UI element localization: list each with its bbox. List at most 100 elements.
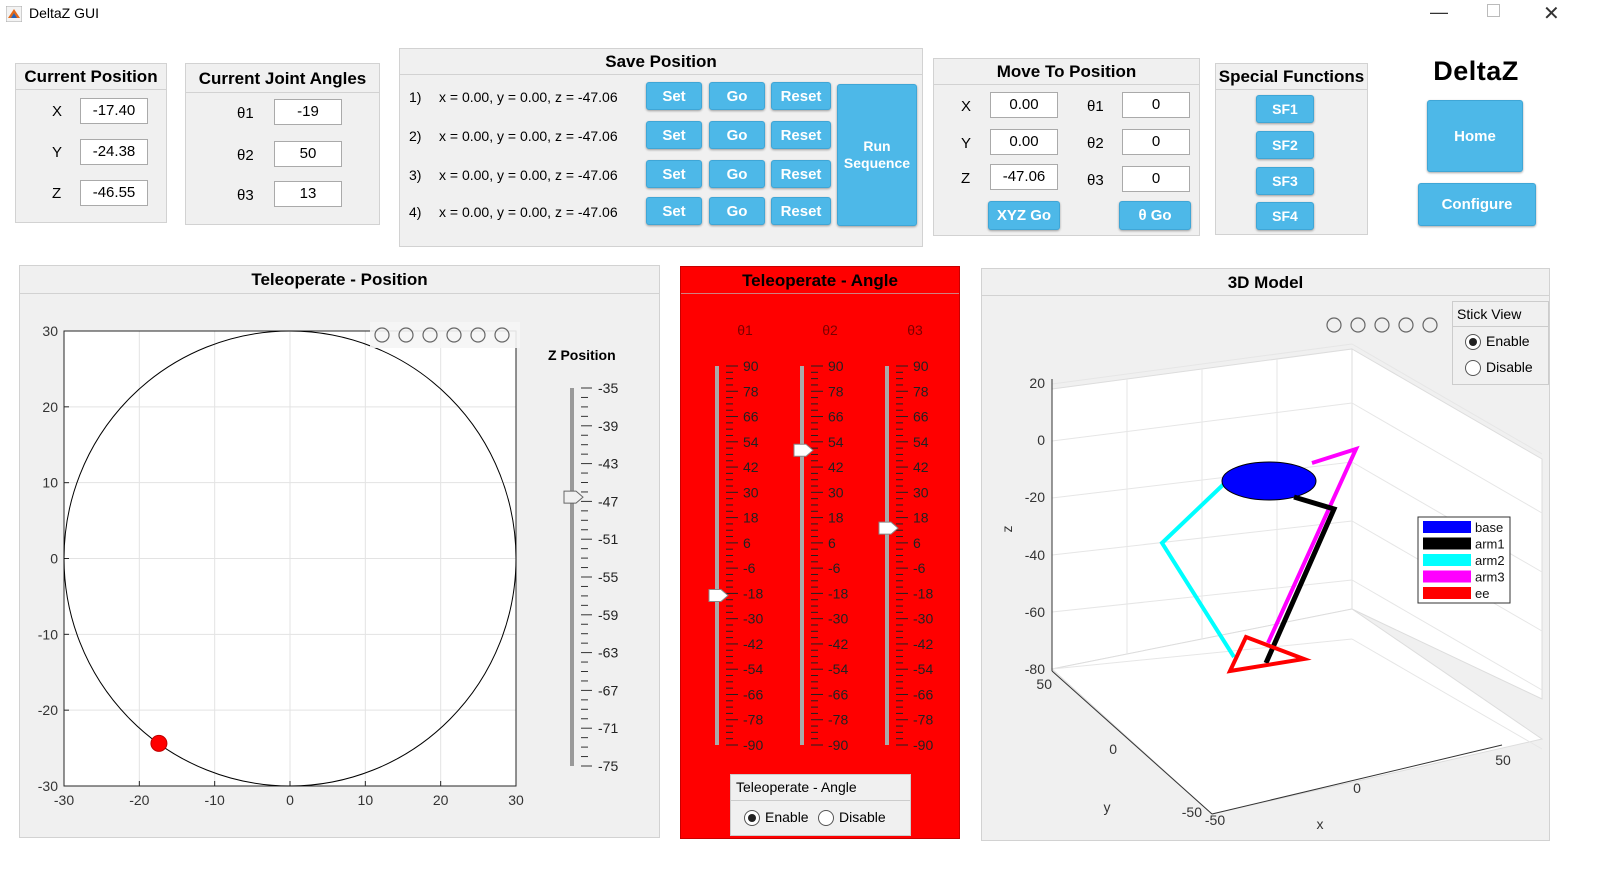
y-tick-label-3d: -50 [1182, 804, 1202, 820]
end-effector-marker[interactable] [150, 734, 168, 752]
legend-swatch [1423, 537, 1471, 550]
mp-t3-input[interactable]: 0 [1122, 166, 1190, 192]
teleop-angle-disable-label: Disable [839, 809, 886, 825]
current-position-title: Current Position [16, 64, 166, 90]
save-row-go-button[interactable]: Go [709, 82, 765, 110]
angle-tick-label: -6 [913, 560, 926, 576]
legend-swatch [1423, 554, 1471, 566]
angle-slider-thumb[interactable] [878, 521, 899, 535]
angle-tick-label: -30 [828, 611, 848, 627]
datatip-icon[interactable] [398, 327, 414, 343]
x-tick-label: 0 [286, 792, 294, 808]
save-row-set-button[interactable]: Set [646, 121, 702, 149]
special-functions-panel: Special Functions SF1 SF2 SF3 SF4 [1215, 63, 1368, 235]
angle-tick-label: 78 [743, 383, 759, 399]
x-tick-label-3d: -50 [1205, 812, 1225, 828]
zoom-out-icon[interactable] [470, 327, 486, 343]
brush-icon[interactable] [1326, 317, 1342, 333]
special-functions-title: Special Functions [1216, 64, 1367, 90]
z-slider-thumb[interactable] [563, 490, 584, 504]
angle-slider-label: θ3 [907, 322, 923, 338]
angle-tick-label: -90 [913, 737, 933, 753]
save-row-set-button[interactable]: Set [646, 197, 702, 225]
datatip-icon-glyph [398, 327, 414, 343]
teleop-angle-disable-radio[interactable] [818, 810, 834, 826]
z-tick-label: -51 [598, 531, 618, 547]
brush-icon[interactable] [374, 327, 390, 343]
axes-toolbar-3d[interactable] [1326, 317, 1438, 333]
save-row-reset-button[interactable]: Reset [771, 160, 831, 188]
zoom-out-icon-glyph [470, 327, 486, 343]
angle-tick-label: 30 [828, 484, 844, 500]
xyz-go-button[interactable]: XYZ Go [988, 201, 1060, 230]
rotate-icon[interactable] [1374, 317, 1390, 333]
minimize-icon[interactable]: — [1430, 2, 1448, 22]
pan-icon-glyph [1398, 317, 1414, 333]
angle-slider-thumb[interactable] [793, 443, 814, 457]
legend-swatch [1423, 570, 1471, 583]
stick-view-disable-label: Disable [1486, 359, 1533, 375]
angle-tick-label: 18 [913, 510, 929, 526]
sf2-button[interactable]: SF2 [1256, 131, 1314, 159]
mp-z-input[interactable]: -47.06 [990, 164, 1058, 190]
zoom-in-icon[interactable] [1422, 317, 1438, 333]
mp-t1-input[interactable]: 0 [1122, 92, 1190, 118]
brush-icon-glyph [374, 327, 390, 343]
sf1-button[interactable]: SF1 [1256, 95, 1314, 123]
close-icon[interactable]: ✕ [1543, 3, 1560, 25]
cp-x-field: -17.40 [80, 98, 148, 124]
mp-y-input[interactable]: 0.00 [990, 129, 1058, 155]
save-row-reset-button[interactable]: Reset [771, 82, 831, 110]
teleop-angle-enable-radio[interactable] [744, 810, 760, 826]
home-button[interactable]: Home [1427, 100, 1523, 172]
save-row-text: x = 0.00, y = 0.00, z = -47.06 [439, 204, 618, 220]
save-row-set-button[interactable]: Set [646, 82, 702, 110]
x-axis-line [1211, 744, 1503, 815]
maximize-icon[interactable] [1487, 4, 1500, 17]
configure-button[interactable]: Configure [1418, 183, 1536, 226]
cp-x-label: X [52, 103, 63, 120]
save-row-go-button[interactable]: Go [709, 121, 765, 149]
position-plot[interactable]: -30 -20 -10 0 10 20 30 30 20 10 0 -10 -20 -30 [20, 266, 661, 839]
mp-t2-input[interactable]: 0 [1122, 129, 1190, 155]
save-row-go-button[interactable]: Go [709, 160, 765, 188]
teleop-angle-mode-group: Teleoperate - Angle Enable Disable [730, 774, 911, 836]
stick-view-group: Stick View Enable Disable [1452, 301, 1549, 385]
mp-t3-label: θ3 [1087, 172, 1104, 189]
angle-tick-label: 90 [913, 358, 929, 374]
mp-x-input[interactable]: 0.00 [990, 92, 1058, 118]
home-icon-glyph [494, 327, 510, 343]
pan-icon[interactable] [422, 327, 438, 343]
run-sequence-button[interactable]: Run Sequence [837, 84, 917, 226]
save-row-text: x = 0.00, y = 0.00, z = -47.06 [439, 128, 618, 144]
home-icon[interactable] [494, 327, 510, 343]
theta-go-button[interactable]: θ Go [1119, 201, 1191, 230]
save-row-set-button[interactable]: Set [646, 160, 702, 188]
pan-icon[interactable] [1398, 317, 1414, 333]
angle-tick-label: -30 [743, 611, 763, 627]
model-3d-title: 3D Model [982, 269, 1549, 296]
zoom-in-icon[interactable] [446, 327, 462, 343]
z-position-slider[interactable]: -35 -39 -43 -47 -51 -55 -59 -63 -67 -71 -75 [550, 371, 650, 786]
axes-toolbar[interactable] [370, 322, 520, 348]
save-row-reset-button[interactable]: Reset [771, 197, 831, 225]
angle-sliders[interactable]: θ1907866544230186-6-18-30-42-54-66-78-90… [681, 295, 961, 755]
angle-tick-label: 66 [828, 409, 844, 425]
angle-tick-label: -90 [743, 737, 763, 753]
z-tick-label-3d: -40 [1025, 547, 1045, 563]
angle-tick-label: 6 [913, 535, 921, 551]
angle-tick-label: -90 [828, 737, 848, 753]
angle-tick-label: 66 [913, 409, 929, 425]
stick-view-disable-radio[interactable] [1465, 360, 1481, 376]
sf4-button[interactable]: SF4 [1256, 202, 1314, 230]
sf3-button[interactable]: SF3 [1256, 167, 1314, 195]
datatip-icon[interactable] [1350, 317, 1366, 333]
save-position-panel: Save Position 1) x = 0.00, y = 0.00, z = … [399, 48, 923, 247]
stick-view-enable-radio[interactable] [1465, 334, 1481, 350]
angle-slider-thumb[interactable] [708, 589, 729, 603]
y-tick-label: -30 [38, 778, 58, 794]
ja-t3-label: θ3 [237, 187, 254, 204]
save-row-reset-button[interactable]: Reset [771, 121, 831, 149]
save-row-go-button[interactable]: Go [709, 197, 765, 225]
